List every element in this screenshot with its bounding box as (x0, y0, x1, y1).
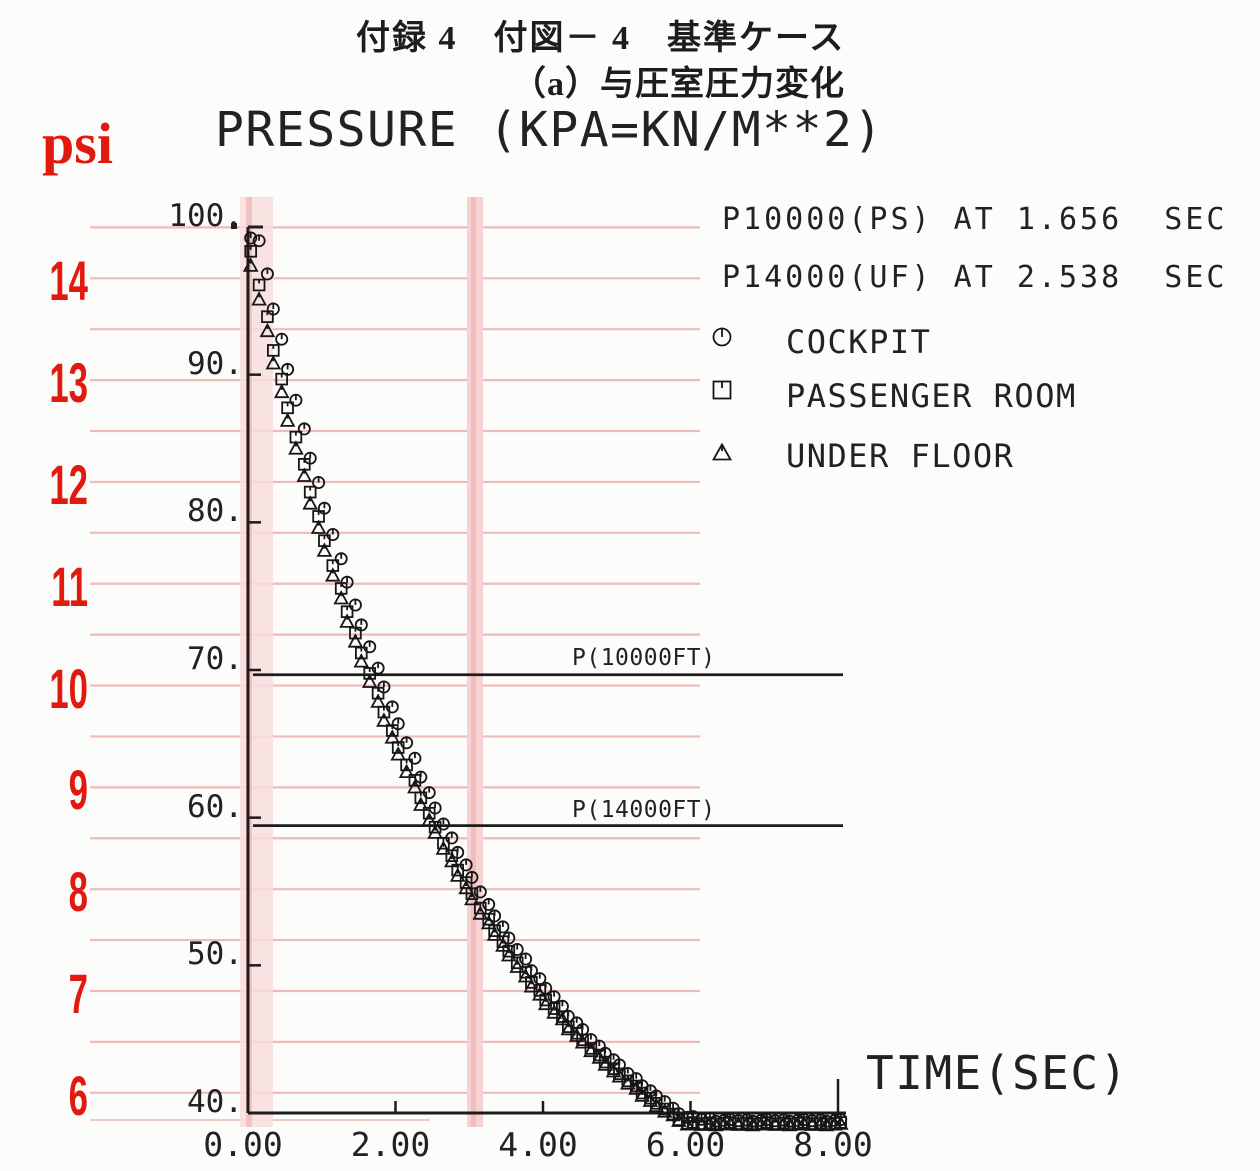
psi-tick-label: 11 (51, 554, 88, 618)
x-tick-label: 8.00 (793, 1125, 873, 1164)
x-tick-label: 4.00 (498, 1125, 578, 1164)
y-tick-label: 60. (187, 788, 243, 825)
y-tick-label: 100. (168, 197, 243, 234)
y-tick-label: 50. (187, 936, 243, 973)
x-tick-label: 2.00 (350, 1125, 431, 1164)
psi-tick-label: 13 (49, 351, 88, 415)
psi-tick-label: 12 (49, 452, 88, 516)
legend-label-under-floor: UNDER FLOOR (786, 437, 1015, 475)
annotation-p10000: P10000(PS) AT 1.656 SEC (722, 202, 1228, 237)
legend-label-passenger-room: PASSENGER ROOM (786, 377, 1077, 415)
legend-square-icon (712, 380, 732, 400)
annotation-p14000: P14000(UF) AT 2.538 SEC (722, 260, 1228, 295)
legend-triangle-icon (711, 442, 733, 461)
page-title-japanese: 付録 4 付図－ 4 基準ケース (356, 20, 846, 57)
legend-label-cockpit: COCKPIT (786, 323, 932, 361)
chart-title: PRESSURE (KPA=KN/M**2) (215, 102, 884, 158)
x-tick-label: 0.00 (203, 1125, 283, 1164)
psi-tick-label: 9 (68, 758, 88, 822)
scan-dot (231, 223, 237, 229)
legend-circle-icon (712, 327, 732, 347)
page-subtitle-japanese: （a）与圧室圧力変化 (512, 66, 845, 103)
y-tick-label: 80. (187, 493, 243, 530)
scan-band-mid-core (471, 197, 476, 1127)
ref-line-label-14000ft: P(14000FT) (572, 797, 716, 823)
y-tick-label: 70. (187, 640, 243, 677)
series-triangle (243, 258, 848, 1132)
psi-tick-label: 14 (49, 249, 88, 313)
x-axis-label: TIME(SEC) (866, 1046, 1129, 1100)
psi-tick-label: 7 (68, 961, 88, 1025)
y-tick-label: 40. (187, 1084, 243, 1120)
legend-symbols (711, 327, 733, 461)
y-tick-label: 90. (187, 345, 243, 382)
series-square (244, 245, 848, 1131)
psi-tick-label: 10 (49, 656, 88, 720)
psi-tick-label: 8 (68, 860, 88, 924)
psi-unit-label: psi (42, 111, 113, 176)
psi-tick-label: 6 (68, 1063, 88, 1127)
ref-line-label-10000ft: P(10000FT) (572, 645, 716, 671)
x-tick-label: 6.00 (645, 1125, 726, 1164)
